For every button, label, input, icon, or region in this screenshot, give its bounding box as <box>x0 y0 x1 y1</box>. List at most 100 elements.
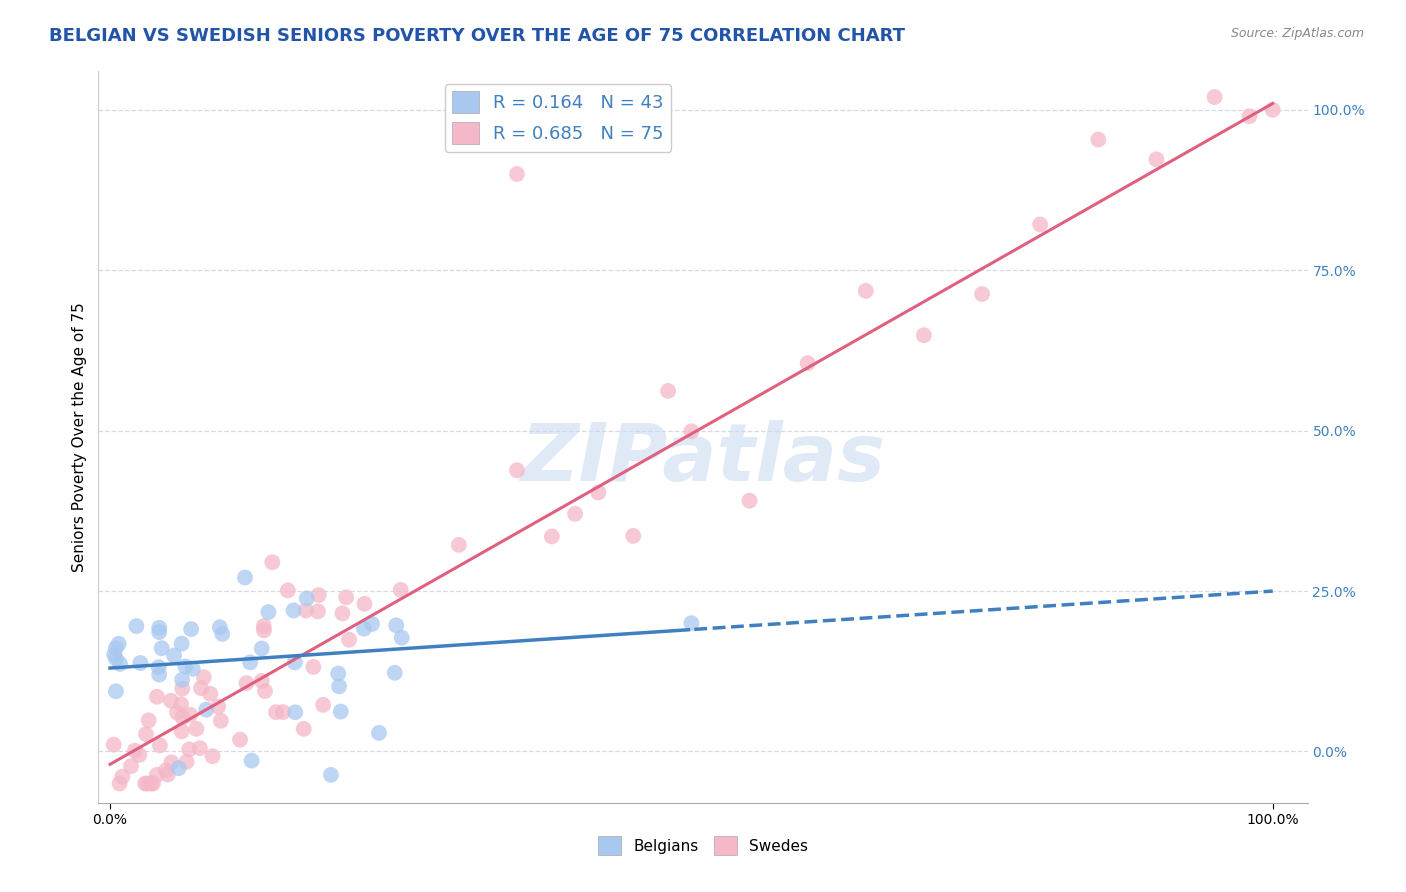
Point <box>149 739 172 753</box>
Point <box>319 768 342 782</box>
Point <box>190 681 212 695</box>
Point <box>1144 153 1167 167</box>
Point <box>166 706 188 720</box>
Point <box>179 707 201 722</box>
Point <box>307 604 329 618</box>
Point <box>329 705 352 719</box>
Point <box>240 754 263 768</box>
Point <box>328 666 350 681</box>
Point <box>124 744 146 758</box>
Point <box>335 591 357 605</box>
Point <box>167 761 190 775</box>
Point <box>250 673 273 688</box>
Point <box>253 619 276 633</box>
Point <box>172 681 194 696</box>
Point <box>104 684 127 698</box>
Point <box>1029 218 1052 232</box>
Point <box>163 648 186 663</box>
Point <box>302 660 325 674</box>
Point <box>332 607 354 621</box>
Point <box>148 625 170 640</box>
Point <box>208 620 231 634</box>
Point <box>239 656 262 670</box>
Point <box>253 624 276 638</box>
Point <box>1261 103 1284 117</box>
Text: ZIPatlas: ZIPatlas <box>520 420 886 498</box>
Point <box>148 660 170 674</box>
Point <box>353 622 375 636</box>
Point <box>361 616 384 631</box>
Point <box>103 648 125 662</box>
Point <box>681 616 703 631</box>
Point <box>235 676 257 690</box>
Point <box>233 570 256 584</box>
Point <box>588 485 610 500</box>
Point <box>312 698 335 712</box>
Point <box>160 694 183 708</box>
Point <box>292 722 315 736</box>
Point <box>156 767 179 781</box>
Point <box>250 641 273 656</box>
Point <box>135 727 157 741</box>
Y-axis label: Seniors Poverty Over the Age of 75: Seniors Poverty Over the Age of 75 <box>72 302 87 572</box>
Point <box>195 703 218 717</box>
Point <box>111 770 134 784</box>
Point <box>155 764 177 778</box>
Point <box>385 618 408 632</box>
Point <box>188 741 211 756</box>
Point <box>211 627 233 641</box>
Point <box>1239 109 1261 123</box>
Point <box>179 742 201 756</box>
Point <box>253 684 276 698</box>
Point <box>681 425 703 439</box>
Point <box>120 759 142 773</box>
Point <box>172 673 194 687</box>
Point <box>506 167 529 181</box>
Point <box>209 714 232 728</box>
Point <box>136 776 159 790</box>
Point <box>540 529 562 543</box>
Point <box>738 493 761 508</box>
Point <box>150 641 173 656</box>
Point <box>384 665 406 680</box>
Point <box>108 657 131 671</box>
Text: BELGIAN VS SWEDISH SENIORS POVERTY OVER THE AGE OF 75 CORRELATION CHART: BELGIAN VS SWEDISH SENIORS POVERTY OVER … <box>49 27 905 45</box>
Point <box>657 384 679 398</box>
Point <box>103 738 125 752</box>
Point <box>284 706 307 720</box>
Point <box>104 641 127 656</box>
Point <box>391 631 413 645</box>
Point <box>970 287 993 301</box>
Point <box>134 776 156 790</box>
Point <box>368 726 391 740</box>
Point <box>295 603 318 617</box>
Point <box>138 714 160 728</box>
Point <box>170 637 193 651</box>
Point <box>389 582 412 597</box>
Point <box>160 756 183 770</box>
Point <box>174 659 197 673</box>
Point <box>328 679 350 693</box>
Text: Source: ZipAtlas.com: Source: ZipAtlas.com <box>1230 27 1364 40</box>
Point <box>129 656 152 670</box>
Point <box>128 747 150 762</box>
Point <box>621 529 644 543</box>
Point <box>146 690 169 704</box>
Point <box>170 724 193 739</box>
Point <box>108 776 131 790</box>
Point <box>148 667 170 681</box>
Point <box>180 622 202 636</box>
Point <box>337 632 360 647</box>
Point <box>186 722 208 736</box>
Point <box>229 732 252 747</box>
Point <box>308 588 330 602</box>
Point <box>277 583 299 598</box>
Point <box>447 538 470 552</box>
Point <box>264 705 287 719</box>
Point <box>201 749 224 764</box>
Point <box>148 621 170 635</box>
Point <box>176 755 198 769</box>
Point <box>172 710 194 724</box>
Point <box>262 555 284 569</box>
Point <box>146 768 169 782</box>
